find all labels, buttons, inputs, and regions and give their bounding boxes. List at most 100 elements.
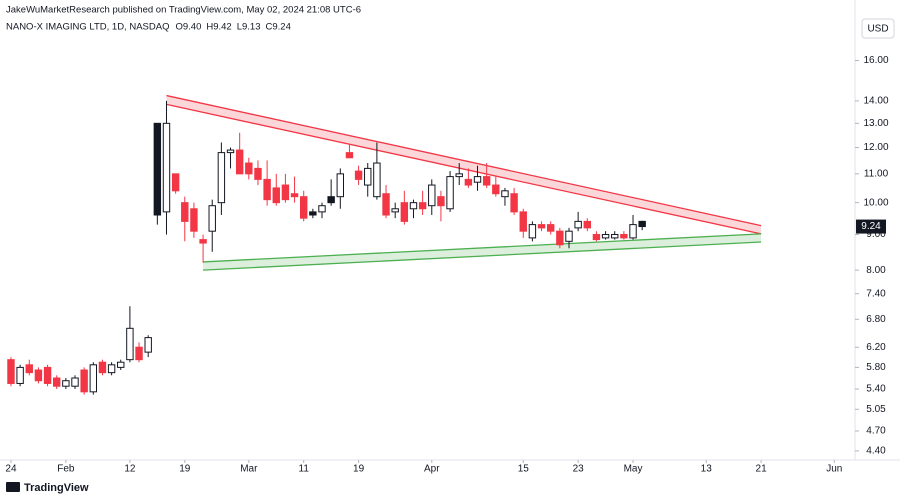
- candle-body: [501, 190, 509, 198]
- candle-body: [391, 208, 399, 213]
- candle-body: [98, 361, 107, 374]
- candle-body: [153, 122, 162, 216]
- candle-body: [592, 234, 601, 241]
- candle-body: [126, 327, 134, 361]
- candle-body: [482, 176, 491, 186]
- candle-body: [263, 178, 271, 201]
- candle-body: [583, 220, 591, 229]
- trend-line: [203, 241, 762, 271]
- candle-body: [80, 369, 88, 393]
- candle-body: [574, 220, 582, 229]
- candle-body: [437, 196, 445, 207]
- candle-body: [226, 149, 235, 154]
- candle-body: [428, 184, 436, 207]
- x-tick-label: May: [624, 464, 643, 475]
- candle-body: [272, 187, 280, 204]
- candle-body: [53, 377, 61, 387]
- x-tick-label: 13: [701, 464, 713, 475]
- trend-line: [203, 233, 762, 263]
- candle-body: [208, 205, 216, 232]
- candle-body: [34, 369, 43, 382]
- candle-body: [309, 211, 317, 216]
- ohlc-value: L9.13: [237, 22, 261, 33]
- candle-body: [327, 196, 335, 204]
- trend-line: [166, 94, 762, 227]
- ohlc-value: C9.24: [266, 22, 291, 33]
- candle-body: [400, 202, 409, 222]
- candle-body: [245, 162, 253, 175]
- x-tick-label: 11: [299, 464, 310, 475]
- candle-body: [7, 359, 15, 384]
- y-tick-label: 12.00: [863, 142, 888, 153]
- candle-body: [181, 202, 189, 222]
- x-tick-label: 12: [124, 464, 136, 475]
- candle-body: [135, 346, 143, 361]
- y-tick-label: 6.20: [866, 342, 886, 353]
- y-tick-label: 13.00: [863, 118, 888, 129]
- candle-body: [16, 366, 24, 384]
- brand: TradingView: [24, 482, 89, 494]
- candle-body: [354, 170, 363, 180]
- candle-body: [519, 211, 527, 232]
- candle-body: [290, 193, 299, 198]
- chart-title: NANO-X IMAGING LTD, 1D, NASDAQ: [6, 22, 169, 33]
- y-tick-label: 5.05: [866, 404, 886, 415]
- candle-body: [364, 167, 372, 186]
- x-tick-label: Jun: [826, 464, 842, 475]
- candle-body: [601, 234, 610, 239]
- candle-body: [446, 176, 454, 210]
- candle-body: [43, 366, 52, 384]
- candle-body: [345, 152, 354, 159]
- ohlc-value: H9.42: [206, 22, 231, 33]
- publisher: JakeWuMarketResearch published on Tradin…: [6, 5, 361, 16]
- candle-body: [492, 184, 500, 195]
- candle-body: [409, 202, 418, 210]
- candle-body: [418, 202, 427, 210]
- x-tick-label: 23: [573, 464, 585, 475]
- x-tick-label: Apr: [424, 464, 440, 475]
- candle-body: [144, 337, 152, 353]
- candle-body: [510, 193, 518, 213]
- candle-body: [382, 193, 390, 216]
- candle-body: [473, 176, 482, 183]
- candle-body: [89, 364, 98, 393]
- candle-body: [62, 380, 70, 387]
- candle-body: [190, 208, 198, 232]
- y-tick-label: 11.00: [864, 168, 889, 179]
- x-tick-label: 19: [179, 464, 191, 475]
- candle-body: [281, 184, 290, 201]
- y-tick-label: 9.00: [866, 229, 886, 240]
- candle-body: [71, 377, 79, 387]
- y-tick-label: 4.40: [866, 446, 886, 457]
- trend-line: [166, 103, 762, 235]
- candle-body: [464, 178, 473, 186]
- y-tick-label: 10.00: [863, 197, 888, 208]
- candle-body: [254, 167, 262, 180]
- y-tick-label: 8.00: [866, 265, 886, 276]
- y-tick-label: 6.80: [866, 314, 886, 325]
- y-tick-label: 16.00: [863, 55, 888, 66]
- candle-body: [107, 364, 116, 374]
- candle-body: [300, 196, 308, 219]
- last-price-label: 9.24: [861, 221, 881, 232]
- candle-body: [318, 205, 326, 213]
- x-tick-label: 21: [756, 464, 768, 475]
- trend-band: [166, 95, 762, 234]
- candle-body: [611, 234, 619, 239]
- candle-body: [373, 162, 381, 198]
- candle-body: [336, 173, 344, 198]
- x-tick-label: Mar: [240, 464, 258, 475]
- candle-body: [537, 224, 546, 229]
- x-tick-label: 19: [353, 464, 365, 475]
- currency: USD: [867, 24, 888, 35]
- candle-body: [528, 224, 537, 239]
- x-tick-label: 15: [518, 464, 530, 475]
- x-tick-label: 24: [5, 464, 17, 475]
- candle-body: [217, 152, 226, 204]
- candle-body: [25, 364, 33, 374]
- currency-box: [861, 18, 895, 39]
- candle-body: [620, 234, 628, 239]
- candle-body: [556, 230, 564, 246]
- y-tick-label: 5.80: [866, 362, 886, 373]
